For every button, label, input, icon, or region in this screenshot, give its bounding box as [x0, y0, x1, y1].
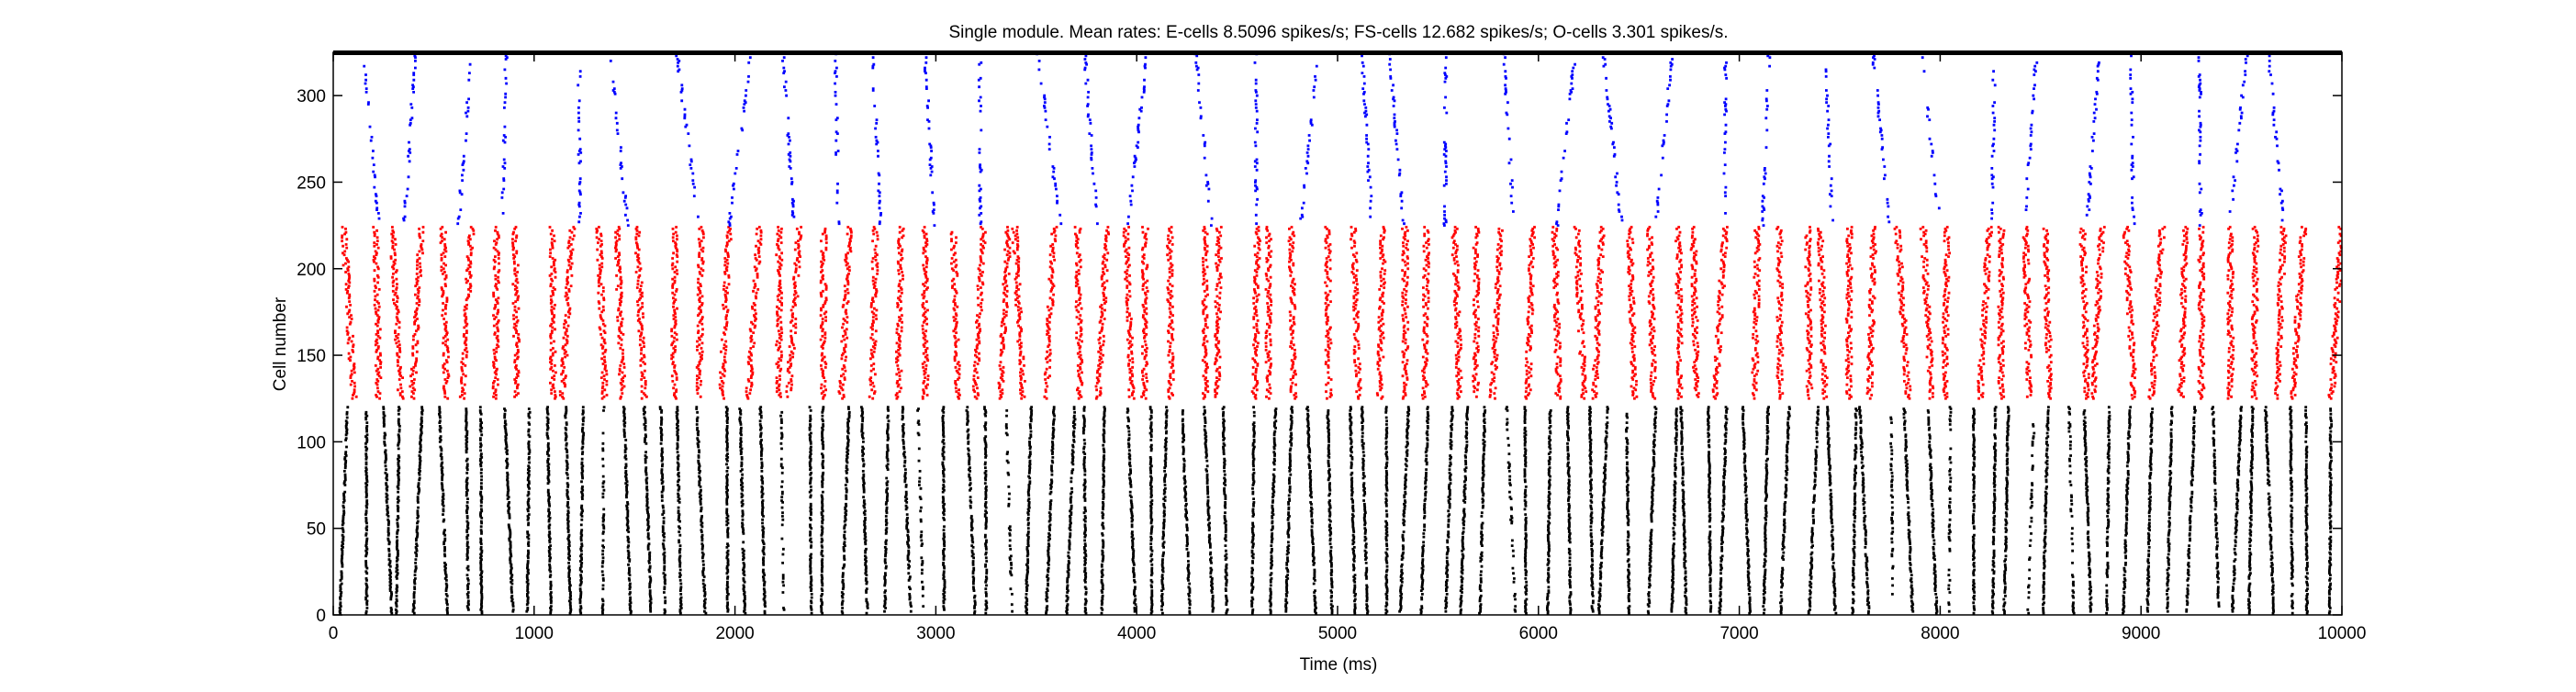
x-tick-label: 5000 — [1318, 624, 1357, 643]
x-tick-label: 9000 — [2122, 624, 2160, 643]
x-tick-label: 2000 — [715, 624, 754, 643]
spike-series-0 — [338, 406, 2334, 615]
y-tick-label: 150 — [297, 347, 326, 366]
y-tick-label: 50 — [307, 520, 326, 540]
x-tick-label: 7000 — [1719, 624, 1758, 643]
x-tick-label: 6000 — [1519, 624, 1558, 643]
spike-marks-0 — [338, 406, 2334, 615]
spike-marks-1 — [341, 226, 2343, 400]
y-tick-label: 200 — [297, 261, 326, 280]
axes: 0 1000 2000 3000 4000 5000 6000 7000 8000 9000 100… — [297, 51, 2367, 643]
x-tick-label: 8000 — [1921, 624, 1959, 643]
y-axis-label: Cell number — [271, 296, 290, 391]
y-tick-label: 100 — [297, 433, 326, 452]
y-tick-label: 300 — [297, 87, 326, 106]
y-tick-label: 250 — [297, 173, 326, 193]
x-tick-label: 0 — [329, 624, 339, 643]
chart-title: Single module. Mean rates: E-cells 8.509… — [948, 23, 1728, 42]
spike-series-1 — [341, 226, 2343, 400]
x-tick-label: 10000 — [2318, 624, 2367, 643]
x-tick-label: 3000 — [916, 624, 955, 643]
x-tick-label: 1000 — [515, 624, 554, 643]
x-axis-label: Time (ms) — [1300, 655, 1378, 675]
x-tick-label: 4000 — [1117, 624, 1156, 643]
y-tick-label: 0 — [316, 607, 326, 626]
